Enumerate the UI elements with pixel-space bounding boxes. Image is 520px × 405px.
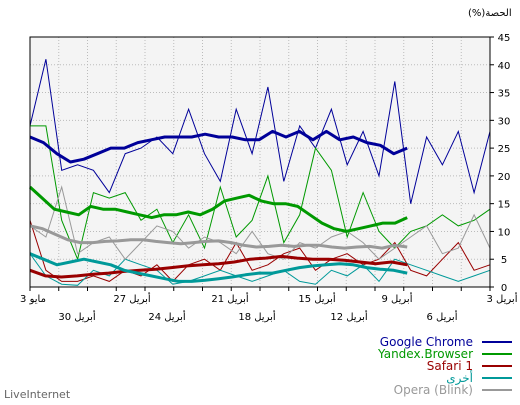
y-tick-label: 30 bbox=[498, 116, 511, 127]
x-tick-label-top: 15 أبريل bbox=[298, 292, 336, 305]
liveinternet-watermark: LiveInternet bbox=[4, 388, 71, 401]
raw-series-lines bbox=[29, 59, 491, 286]
raw-line-opera-blink- bbox=[29, 185, 491, 260]
x-tick-label-top: 21 أبريل bbox=[211, 292, 249, 305]
legend-label-yandex-browser: Yandex.Browser bbox=[377, 347, 473, 361]
x-tick-label-top: 3 أبريل bbox=[487, 292, 518, 305]
x-axis: 3 مايو 27 أبريل 21 أبريل 15 أبريل 9 أبريل 3 أ… bbox=[20, 287, 518, 323]
raw-line-- bbox=[29, 253, 491, 286]
x-tick-label-top: 3 مايو bbox=[20, 294, 46, 305]
x-tick-label-bottom: 30 أبريل bbox=[58, 310, 96, 323]
legend-label--: أخرى bbox=[446, 370, 473, 386]
y-tick-label: 40 bbox=[498, 61, 511, 72]
raw-line-safari-1 bbox=[29, 220, 491, 283]
smooth-line-safari-1 bbox=[29, 254, 408, 279]
smooth-line-- bbox=[29, 252, 408, 283]
y-tick-label: 25 bbox=[498, 144, 511, 155]
y-axis-title: (%)الحصة bbox=[468, 8, 512, 19]
smooth-line-google-chrome bbox=[29, 129, 408, 164]
y-tick-label: 5 bbox=[501, 255, 507, 266]
smooth-line-yandex-browser bbox=[28, 185, 408, 233]
y-tick-label: 20 bbox=[498, 172, 511, 183]
x-tick-label-top: 9 أبريل bbox=[382, 292, 413, 305]
legend-label-google-chrome: Google Chrome bbox=[380, 335, 473, 349]
y-tick-label: 45 bbox=[498, 33, 511, 44]
raw-line-google-chrome bbox=[29, 59, 491, 204]
y-tick-label: 10 bbox=[498, 227, 511, 238]
raw-line-yandex-browser bbox=[30, 125, 491, 261]
x-tick-label-bottom: 24 أبريل bbox=[148, 310, 186, 323]
smooth-line-opera-blink- bbox=[29, 224, 408, 250]
x-tick-label-bottom: 6 أبريل bbox=[427, 310, 458, 323]
legend-label-opera-blink-: Opera (Blink) bbox=[394, 383, 473, 397]
x-tick-label-top: 27 أبريل bbox=[113, 292, 151, 305]
smoothed-series-lines bbox=[28, 129, 408, 283]
x-tick-label-bottom: 18 أبريل bbox=[238, 310, 276, 323]
y-axis: 0 5 10 15 20 25 30 35 40 45 bbox=[490, 33, 510, 294]
y-tick-label: 0 bbox=[501, 283, 507, 294]
legend-label-safari-1: Safari 1 bbox=[427, 359, 473, 373]
y-tick-label: 15 bbox=[498, 200, 511, 211]
y-tick-label: 35 bbox=[498, 89, 511, 100]
x-tick-label-bottom: 12 أبريل bbox=[330, 310, 368, 323]
